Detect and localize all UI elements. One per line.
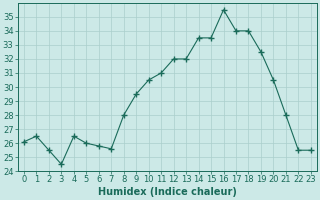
X-axis label: Humidex (Indice chaleur): Humidex (Indice chaleur) [98,187,237,197]
